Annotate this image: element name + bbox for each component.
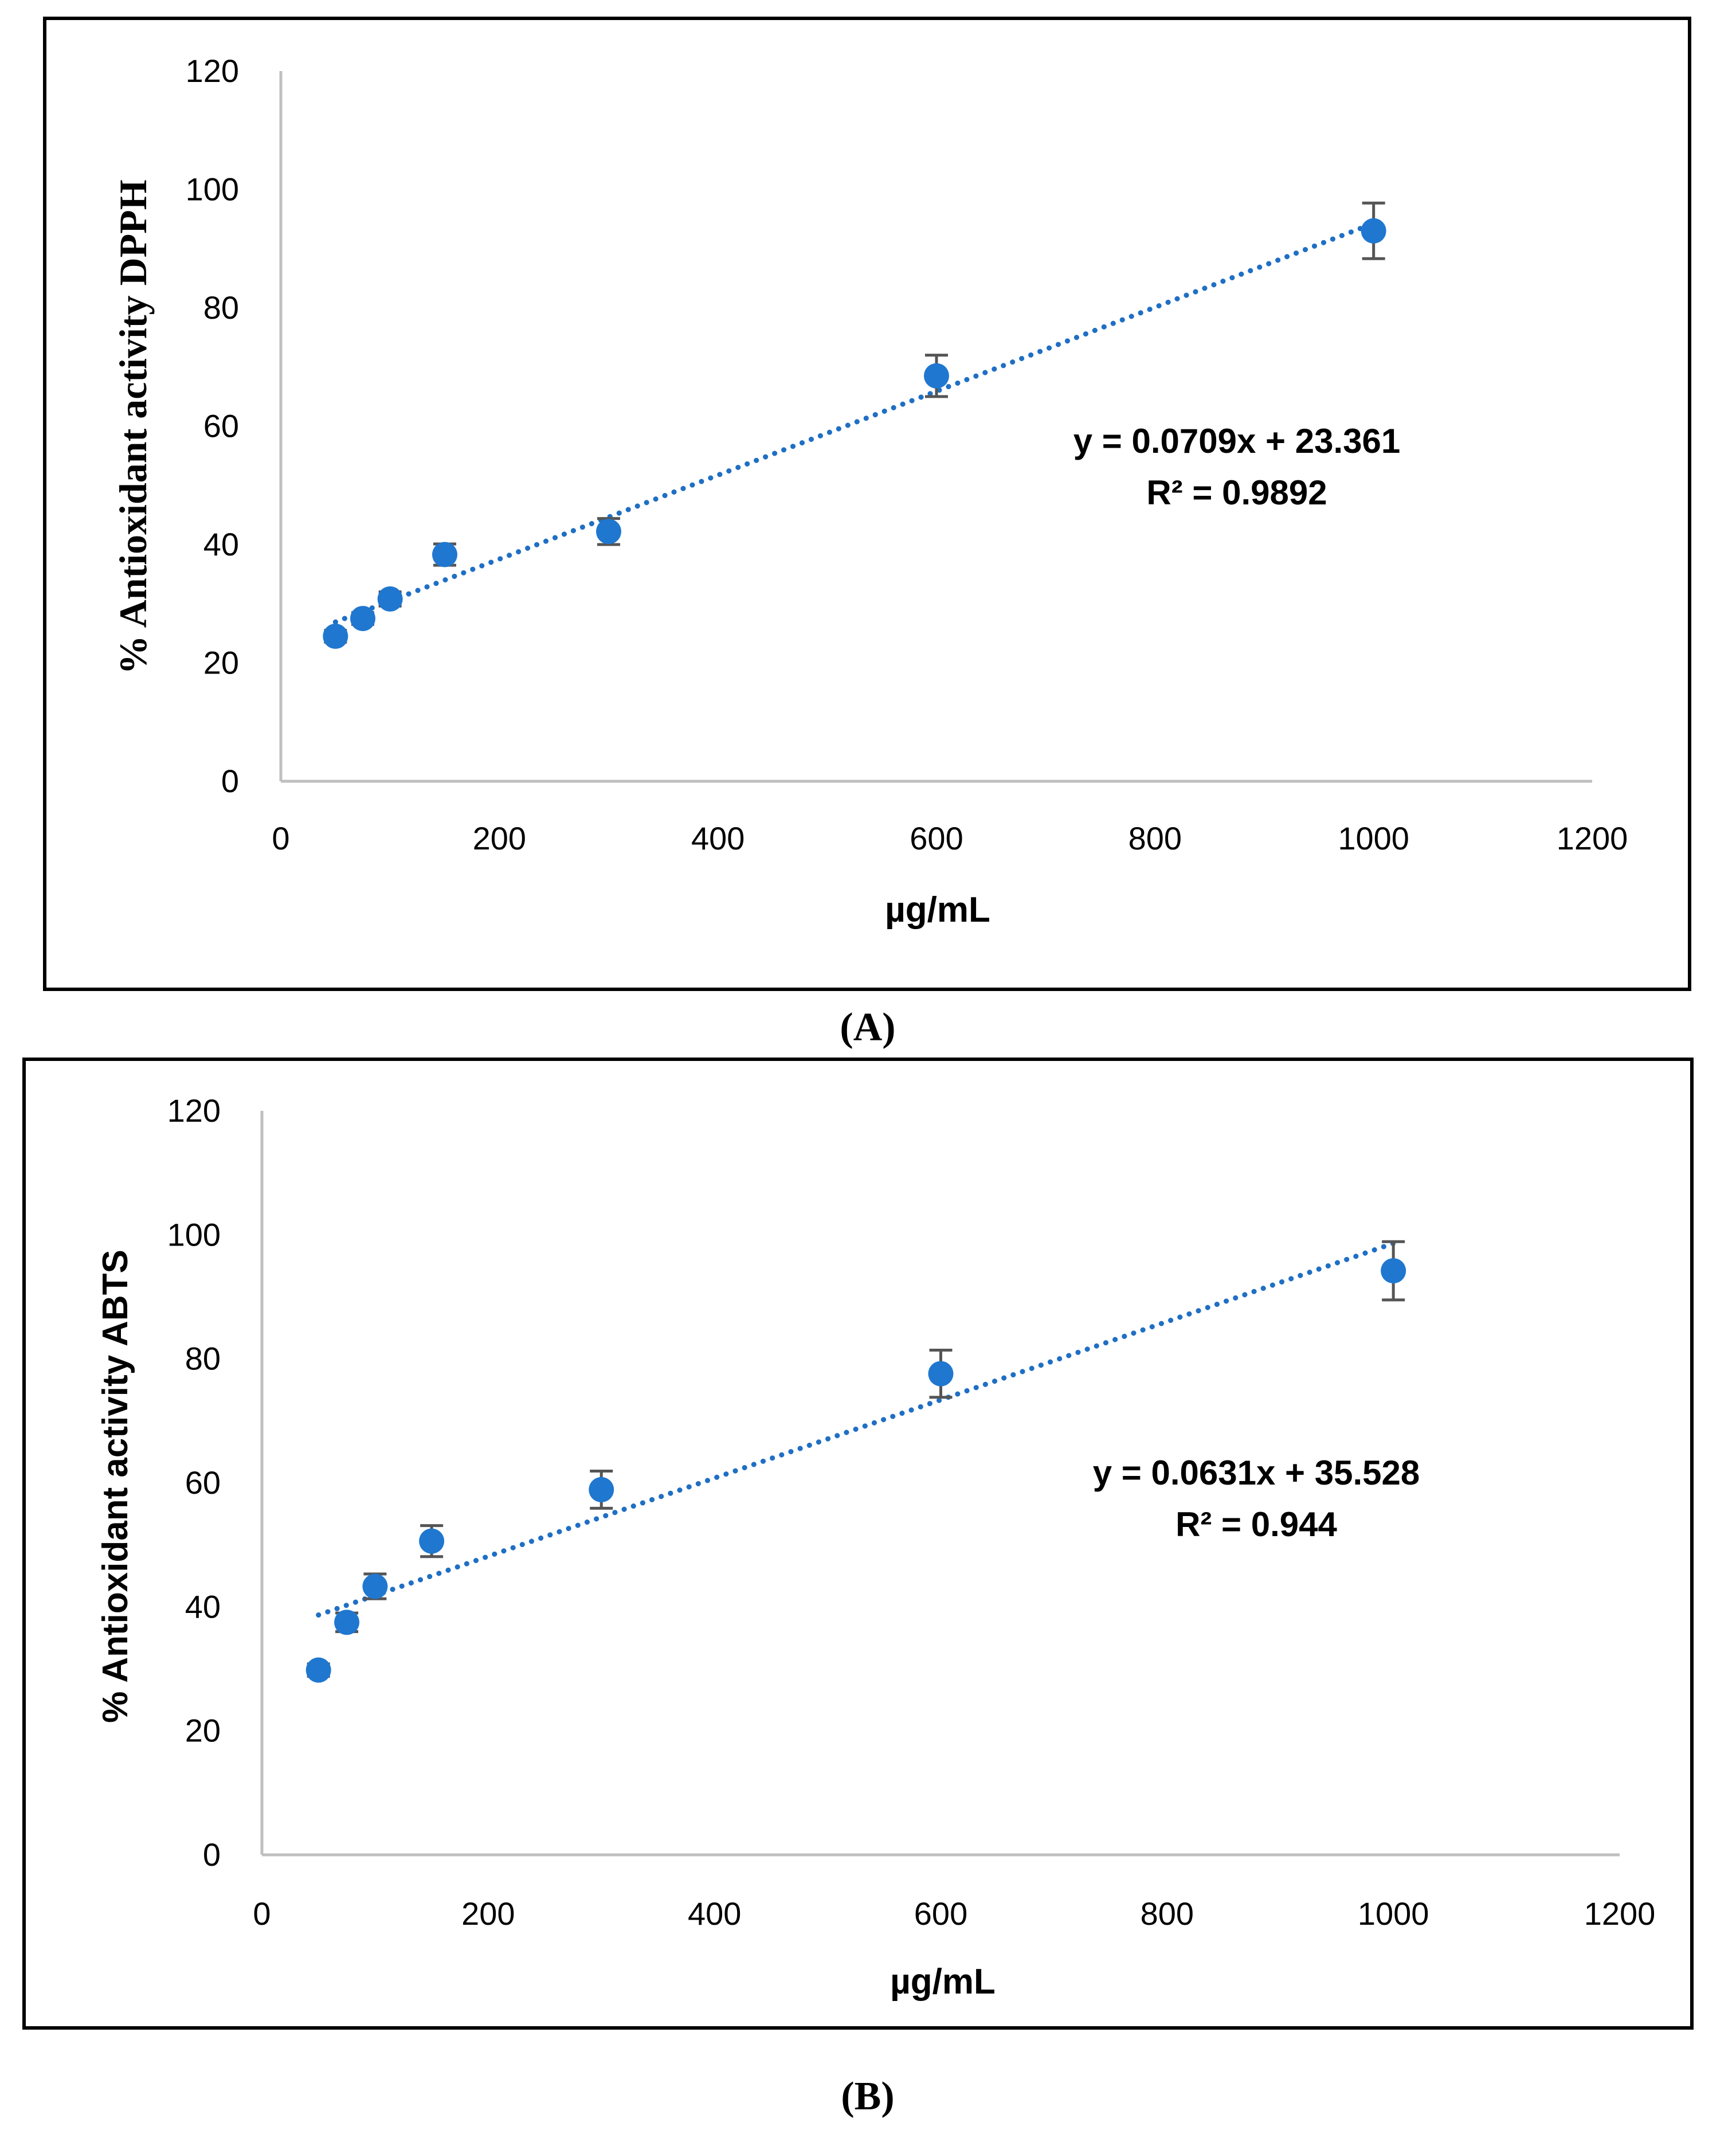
panel-a-x-tick-label: 1200: [1557, 820, 1628, 856]
panel-a-r-squared: R² = 0.9892: [1146, 473, 1327, 512]
panel-b-frame: [22, 1058, 1694, 2030]
panel-b-axes: [260, 1111, 1620, 1857]
panel-b-y-tick-label: 40: [185, 1588, 221, 1624]
panel-b-x-tick-label: 200: [461, 1896, 515, 1932]
panel-b-data-point: [589, 1477, 614, 1502]
panel-a-data-points: [323, 218, 1386, 649]
panel-b-y-ticks: 0 20 40 60 80 100 120: [167, 1092, 221, 1873]
panel-a-axes: [279, 71, 1592, 783]
panel-a-data-point: [377, 586, 403, 612]
panel-b-x-tick-label: 1200: [1584, 1896, 1656, 1932]
panel-a-data-point: [596, 519, 621, 545]
panel-b-data-point: [362, 1573, 388, 1599]
panel-b-x-tick-label: 800: [1141, 1896, 1194, 1932]
panel-a-y-ticks: 0 20 40 60 80 100 120: [186, 53, 239, 799]
panel-b-x-axis-title: µg/mL: [890, 1962, 996, 2002]
panel-b-data-point: [419, 1528, 445, 1554]
panel-b-y-tick-label: 80: [185, 1341, 221, 1377]
panel-a-y-tick-label: 80: [203, 289, 239, 326]
panel-a-x-ticks: 0 200 400 600 800 1000 1200: [272, 820, 1628, 856]
panel-a-data-point: [1361, 218, 1386, 244]
panel-a-chart: 0 20 40 60 80 100 120 0 200 400 600 800 1000 1200 µg…: [43, 17, 1691, 991]
panel-b-y-tick-label: 0: [203, 1836, 221, 1873]
panel-a-x-tick-label: 1000: [1338, 820, 1409, 856]
panel-b-x-tick-label: 600: [914, 1896, 967, 1932]
panel-b-y-tick-label: 60: [185, 1464, 221, 1501]
panel-a-frame: [43, 17, 1691, 991]
panel-b-label: (B): [841, 2074, 894, 2118]
panel-b-data-point: [334, 1610, 360, 1635]
panel-a-data-point: [323, 624, 348, 649]
panel-b-x-tick-label: 1000: [1358, 1896, 1429, 1932]
panel-a-y-axis-title: % Antioxidant activity DPPH: [111, 179, 155, 674]
panel-a-y-tick-label: 100: [186, 171, 239, 207]
panel-a-trendline-path: [332, 221, 1377, 625]
panel-b-trendline-path: [316, 1240, 1396, 1618]
panel-a-label: (A): [840, 1005, 895, 1049]
panel-a-data-point: [924, 363, 949, 389]
panel-a-x-tick-label: 400: [691, 820, 744, 856]
panel-a-x-axis-title: µg/mL: [885, 890, 990, 930]
panel-b-x-tick-label: 0: [253, 1896, 271, 1932]
panel-a-y-tick-label: 20: [203, 645, 239, 681]
panel-b-r-squared: R² = 0.944: [1175, 1505, 1337, 1544]
panel-b-trendline: [316, 1240, 1396, 1618]
panel-b-trend-equation: y = 0.0631x + 35.528: [1093, 1454, 1420, 1492]
panel-a-data-point: [432, 542, 457, 567]
panel-a-x-tick-label: 600: [910, 820, 963, 856]
panel-b-chart: 0 20 40 60 80 100 120 0 200 400 600 800 1000 1200 µg…: [22, 1058, 1694, 2030]
panel-a-data-point: [350, 606, 375, 632]
panel-b-data-point: [305, 1657, 331, 1683]
panel-b-y-tick-label: 100: [167, 1216, 221, 1252]
panel-a-x-tick-label: 200: [473, 820, 526, 856]
panel-b-y-tick-label: 20: [185, 1713, 221, 1749]
panel-b-y-axis-title: % Antioxidant activity ABTS: [96, 1250, 135, 1723]
panel-b-data-point: [1381, 1258, 1406, 1284]
panel-a-y-tick-label: 0: [221, 763, 239, 799]
panel-a-x-tick-label: 800: [1128, 820, 1182, 856]
panel-b-data-points: [305, 1258, 1406, 1683]
panel-a-y-tick-label: 60: [203, 408, 239, 444]
panel-a-x-tick-label: 0: [272, 820, 289, 856]
panel-b-x-tick-label: 400: [688, 1896, 741, 1932]
panel-b-y-tick-label: 120: [167, 1092, 221, 1129]
panel-a-y-tick-label: 40: [203, 526, 239, 562]
panel-a-trend-equation: y = 0.0709x + 23.361: [1073, 422, 1401, 460]
panel-a-y-tick-label: 120: [186, 53, 239, 89]
panel-b-data-point: [928, 1361, 954, 1387]
panel-a-trendline: [332, 221, 1377, 625]
panel-b-x-ticks: 0 200 400 600 800 1000 1200: [253, 1896, 1655, 1932]
